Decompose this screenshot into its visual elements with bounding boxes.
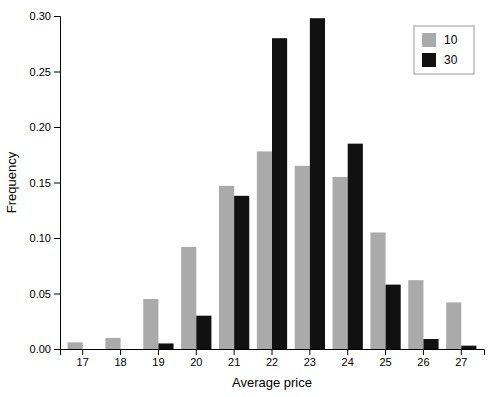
tick-label: 17 [77, 356, 89, 368]
tick-mark [54, 294, 60, 295]
tick: 17 [77, 349, 89, 368]
legend-label: 30 [444, 53, 458, 67]
bar [348, 144, 363, 349]
legend-swatch [422, 53, 436, 67]
tick-label: 0.05 [30, 288, 51, 300]
bar [461, 346, 476, 349]
tick: 0.25 [30, 66, 60, 78]
tick-mark [385, 349, 386, 355]
tick-label: 23 [304, 356, 316, 368]
tick: 21 [228, 349, 240, 368]
bar-series [158, 18, 476, 349]
tick: 26 [417, 349, 429, 368]
tick-label: 21 [228, 356, 240, 368]
axis-line [54, 17, 61, 350]
tick-label: 0.25 [30, 66, 51, 78]
tick-label: 0.30 [30, 10, 51, 22]
bar [257, 151, 272, 349]
tick-mark [423, 349, 424, 355]
tick: 0.20 [30, 121, 60, 133]
tick: 0.00 [30, 343, 60, 355]
tick-label: 24 [342, 356, 354, 368]
tick: 24 [342, 349, 354, 368]
tick-mark [54, 16, 60, 17]
bar [158, 343, 173, 349]
tick-label: 0.10 [30, 232, 51, 244]
tick-mark [196, 349, 197, 355]
tick-mark [120, 349, 121, 355]
bar [196, 316, 211, 349]
bar [181, 247, 196, 349]
tick: 0.10 [30, 232, 60, 244]
tick-label: 26 [417, 356, 429, 368]
legend-swatch [422, 33, 436, 47]
tick-label: 27 [455, 356, 467, 368]
chart: 17181920212223242526270.000.050.100.150.… [0, 0, 500, 397]
bar [143, 299, 158, 349]
bar [234, 196, 249, 349]
bar [121, 349, 136, 350]
tick: 0.15 [30, 177, 60, 189]
legend-frame [414, 26, 474, 74]
tick: 27 [455, 349, 467, 368]
tick: 0.30 [30, 10, 60, 22]
y-axis-title: Frequency [4, 151, 19, 213]
bar-series [68, 151, 462, 349]
bar [105, 338, 120, 349]
tick-mark [272, 349, 273, 355]
tick-label: 20 [190, 356, 202, 368]
tick-mark [54, 349, 60, 350]
legend: 1030 [414, 26, 474, 74]
bar [370, 232, 385, 349]
tick-mark [234, 349, 235, 355]
axis-line [61, 350, 485, 356]
tick-mark [54, 72, 60, 73]
bar [423, 339, 438, 349]
tick-label: 0.20 [30, 121, 51, 133]
legend-label: 10 [444, 33, 458, 47]
bar [219, 186, 234, 349]
bar [310, 18, 325, 349]
tick: 19 [152, 349, 164, 368]
bar [295, 166, 310, 349]
legend-item: 10 [422, 33, 458, 47]
bars [68, 18, 477, 349]
tick-label: 0.00 [30, 343, 51, 355]
bar [386, 285, 401, 349]
bar [83, 349, 98, 350]
tick-mark [158, 349, 159, 355]
tick: 18 [114, 349, 126, 368]
y-axis: 0.00 0.05 0.10 0.15 0.20 0.25 0.30 [30, 10, 61, 355]
x-axis-title: Average price [232, 375, 312, 390]
bar [272, 38, 287, 349]
tick-label: 22 [266, 356, 278, 368]
tick-mark [54, 127, 60, 128]
bar [333, 177, 348, 349]
x-axis: 17 18 19 20 21 22 23 24 25 26 27 [61, 349, 485, 368]
tick-label: 25 [379, 356, 391, 368]
tick: 22 [266, 349, 278, 368]
plot: 17181920212223242526270.000.050.100.150.… [30, 10, 485, 368]
tick-mark [347, 349, 348, 355]
bar [68, 342, 83, 349]
tick-mark [82, 349, 83, 355]
legend-item: 30 [422, 53, 458, 67]
tick-mark [54, 238, 60, 239]
tick: 25 [379, 349, 391, 368]
tick: 23 [304, 349, 316, 368]
tick: 0.05 [30, 288, 60, 300]
tick: 20 [190, 349, 202, 368]
bar [446, 302, 461, 349]
tick-mark [54, 183, 60, 184]
tick-label: 0.15 [30, 177, 51, 189]
tick-label: 18 [114, 356, 126, 368]
tick-label: 19 [152, 356, 164, 368]
bar [408, 280, 423, 349]
tick-mark [309, 349, 310, 355]
tick-mark [461, 349, 462, 355]
